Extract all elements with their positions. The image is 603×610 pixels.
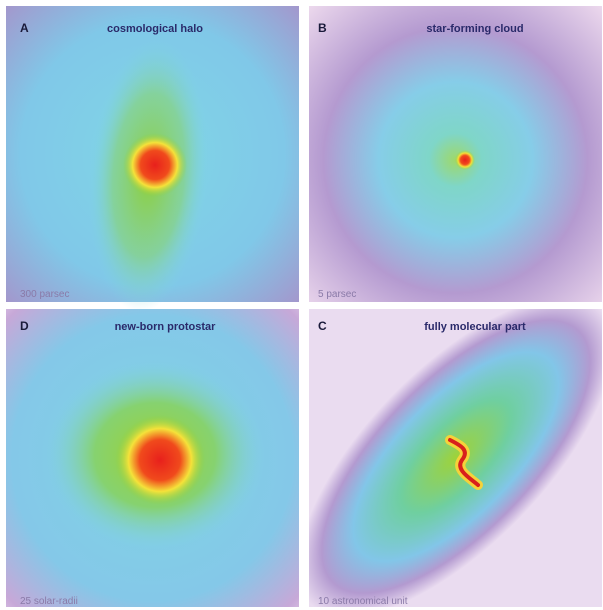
- core: [123, 133, 187, 197]
- panel-letter: C: [318, 319, 327, 333]
- panel-letter: B: [318, 21, 327, 35]
- panel-c: [309, 309, 602, 607]
- panel-b: [309, 6, 602, 302]
- core: [455, 150, 475, 170]
- panel-title: star-forming cloud: [426, 23, 523, 35]
- core: [448, 438, 480, 487]
- core: [115, 415, 205, 505]
- scale-label: 25 solar-radii: [20, 596, 78, 607]
- scale-label: 300 parsec: [20, 289, 69, 300]
- panel-letter: D: [20, 319, 29, 333]
- scale-label: 10 astronomical unit: [318, 596, 408, 607]
- scale-label: 5 parsec: [318, 289, 356, 300]
- panel-title: fully molecular part: [424, 321, 526, 333]
- panel-letter: A: [20, 21, 29, 35]
- panel-title: new-born protostar: [115, 321, 217, 333]
- panel-title: cosmological halo: [107, 23, 203, 35]
